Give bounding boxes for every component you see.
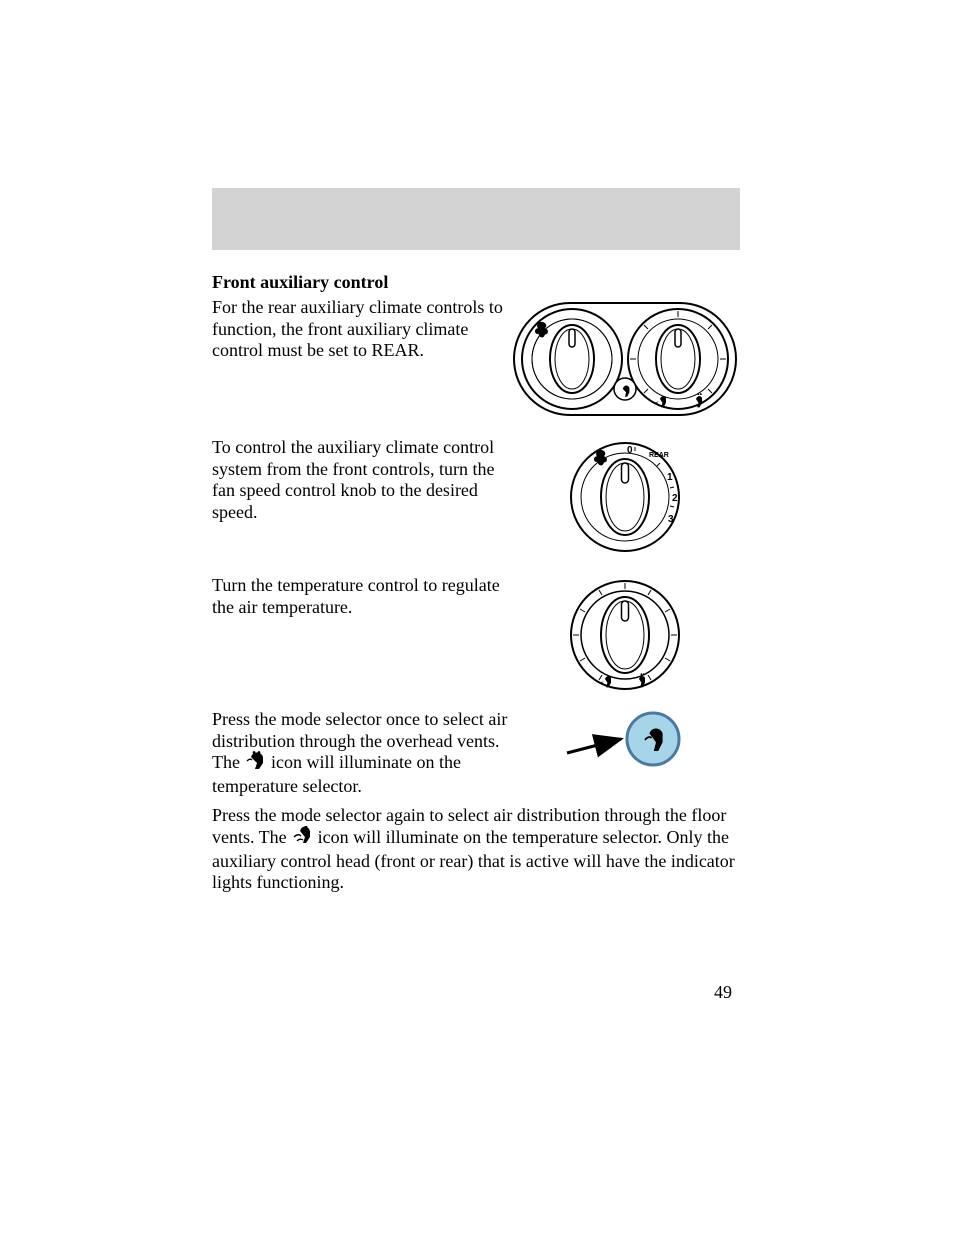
fan-speed-dial: 0 REAR 1 2 3: [565, 437, 685, 557]
p4: Press the mode selector once to select a…: [212, 709, 510, 797]
svg-text:3: 3: [668, 514, 674, 525]
svg-text:2: 2: [672, 493, 678, 504]
overhead-vent-icon: [244, 751, 266, 775]
p5: Press the mode selector again to select …: [212, 805, 740, 893]
p1: For the rear auxiliary climate controls …: [212, 297, 510, 362]
row-mode: Press the mode selector once to select a…: [212, 709, 740, 797]
row-panel: For the rear auxiliary climate controls …: [212, 297, 740, 421]
page-number: 49: [714, 982, 732, 1003]
floor-vent-icon: [291, 826, 313, 850]
header-band: [212, 188, 740, 250]
p3: Turn the temperature control to regulate…: [212, 575, 510, 618]
section-heading: Front auxiliary control: [212, 272, 740, 293]
mode-selector-illustration: [555, 709, 695, 779]
svg-text:1: 1: [667, 472, 673, 483]
svg-text:REAR: REAR: [649, 452, 669, 459]
control-panel-illustration: [510, 297, 740, 421]
svg-text:0: 0: [627, 445, 633, 456]
temperature-dial: [565, 575, 685, 695]
row-fan: To control the auxiliary climate control…: [212, 437, 740, 557]
row-temp: Turn the temperature control to regulate…: [212, 575, 740, 695]
p2: To control the auxiliary climate control…: [212, 437, 510, 523]
